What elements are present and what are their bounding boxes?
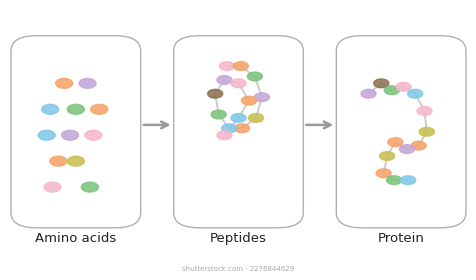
Circle shape [217, 131, 231, 140]
Circle shape [384, 86, 398, 95]
Circle shape [418, 127, 434, 136]
Text: shutterstock.com · 2276844629: shutterstock.com · 2276844629 [182, 266, 294, 272]
Circle shape [386, 176, 401, 185]
Circle shape [230, 114, 246, 122]
Circle shape [379, 151, 394, 160]
Circle shape [85, 130, 102, 140]
Circle shape [50, 156, 67, 166]
Circle shape [44, 182, 61, 192]
Circle shape [41, 104, 59, 114]
Circle shape [221, 124, 236, 133]
Circle shape [400, 176, 415, 185]
Circle shape [407, 89, 422, 98]
Circle shape [398, 145, 414, 153]
Circle shape [81, 182, 98, 192]
Circle shape [234, 124, 249, 133]
Circle shape [230, 79, 246, 88]
Circle shape [416, 107, 431, 115]
Circle shape [247, 72, 262, 81]
Circle shape [207, 89, 222, 98]
FancyBboxPatch shape [173, 36, 303, 228]
Circle shape [241, 96, 256, 105]
Circle shape [387, 138, 402, 146]
Circle shape [90, 104, 108, 114]
Circle shape [79, 78, 96, 88]
Circle shape [61, 130, 79, 140]
Circle shape [248, 114, 263, 122]
Circle shape [233, 62, 248, 71]
Circle shape [56, 78, 72, 88]
Circle shape [38, 130, 55, 140]
Circle shape [219, 62, 234, 71]
Circle shape [360, 89, 375, 98]
FancyBboxPatch shape [336, 36, 465, 228]
Circle shape [373, 79, 388, 88]
Circle shape [211, 110, 226, 119]
Text: Peptides: Peptides [209, 232, 267, 245]
Circle shape [217, 76, 231, 84]
Circle shape [67, 104, 84, 114]
FancyBboxPatch shape [11, 36, 140, 228]
Circle shape [395, 82, 410, 91]
Text: Protein: Protein [377, 232, 424, 245]
Circle shape [254, 93, 269, 102]
Circle shape [67, 156, 84, 166]
Text: Amino acids: Amino acids [35, 232, 116, 245]
Circle shape [375, 169, 390, 178]
Circle shape [410, 141, 425, 150]
